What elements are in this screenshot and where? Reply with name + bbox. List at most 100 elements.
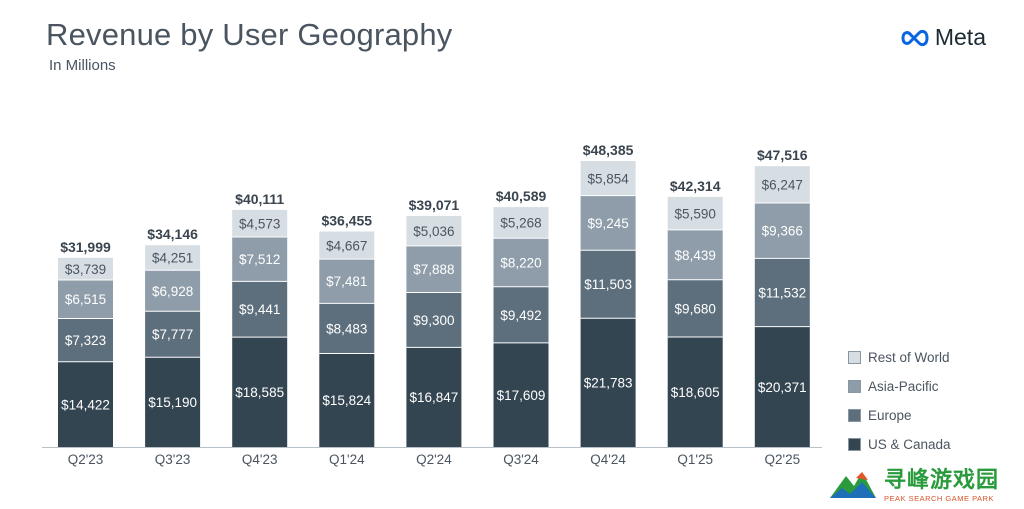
- bar-segment-europe: [406, 292, 462, 348]
- bar-segment-europe: [580, 250, 636, 319]
- legend-label: US & Canada: [868, 437, 951, 452]
- bar-segment-asia-pacific: [58, 279, 113, 319]
- bar-segment-us-canada: [232, 337, 288, 447]
- meta-logo-text: Meta: [934, 24, 986, 50]
- bar-segment-rest-of-world: [319, 231, 375, 260]
- bar-value-label: $4,251: [152, 251, 193, 266]
- bar-segment-rest-of-world: [754, 166, 810, 204]
- bar-value-label: $7,888: [413, 262, 454, 277]
- bar-value-label: $4,573: [239, 216, 280, 231]
- bar-segment-rest-of-world: [667, 196, 723, 230]
- bar-value-label: $8,220: [500, 256, 541, 271]
- x-tick-label: Q4'23: [242, 452, 278, 467]
- bar-value-label: $9,245: [587, 216, 628, 231]
- bar-value-label: $8,439: [675, 248, 716, 263]
- bar-value-label: $3,739: [65, 262, 106, 277]
- bar-value-label: $7,481: [326, 274, 367, 289]
- bar-value-label: $6,515: [65, 292, 106, 307]
- bar-segment-us-canada: [58, 361, 113, 447]
- bar-value-label: $14,422: [61, 397, 110, 412]
- bar-value-label: $4,667: [326, 238, 367, 253]
- bar-value-label: $21,783: [584, 376, 633, 391]
- legend-swatch: [848, 380, 861, 393]
- bar-value-label: $20,371: [758, 380, 807, 395]
- bar-value-label: $7,512: [239, 252, 280, 267]
- bar-total-label: $40,111: [235, 191, 284, 207]
- chart-title: Revenue by User Geography: [46, 17, 453, 52]
- mountain-logo-icon: [830, 471, 876, 498]
- legend-swatch: [848, 438, 861, 451]
- bar-segment-europe: [232, 281, 288, 338]
- bar-segment-us-canada: [319, 353, 375, 447]
- bar-segment-rest-of-world: [406, 216, 462, 246]
- legend-item-us-canada: US & Canada: [848, 430, 951, 459]
- x-tick-label: Q2'23: [68, 452, 104, 467]
- bar-segment-us-canada: [406, 347, 462, 447]
- bar-value-label: $16,847: [409, 390, 458, 405]
- bar-segment-asia-pacific: [145, 270, 201, 312]
- bar-value-label: $8,483: [326, 321, 367, 336]
- bar-segment-rest-of-world: [145, 245, 201, 271]
- chart-legend: Rest of World Asia-Pacific Europe US & C…: [848, 343, 951, 459]
- bar-segment-europe: [145, 311, 201, 358]
- bar-value-label: $9,300: [413, 313, 454, 328]
- bar-total-label: $40,589: [496, 188, 547, 204]
- bar-total-label: $47,516: [757, 147, 808, 163]
- bar-segment-asia-pacific: [667, 229, 723, 280]
- x-tick-label: Q3'23: [155, 452, 191, 467]
- bar-segment-europe: [493, 286, 549, 343]
- bar-value-label: $6,247: [762, 178, 803, 193]
- bar-value-label: $15,824: [322, 393, 371, 408]
- bar-value-label: $9,492: [500, 308, 541, 323]
- watermark: 寻峰游戏园 PEAK SEARCH GAME PARK: [828, 462, 999, 503]
- legend-label: Rest of World: [868, 350, 950, 365]
- bar-value-label: $5,036: [413, 224, 454, 239]
- bar-value-label: $15,190: [148, 395, 197, 410]
- x-tick-label: Q4'24: [590, 452, 626, 467]
- legend-label: Europe: [868, 408, 912, 423]
- bar-segment-rest-of-world: [580, 161, 636, 196]
- bar-value-label: $17,609: [497, 388, 546, 403]
- x-tick-label: Q3'24: [503, 452, 539, 467]
- bar-total-label: $48,385: [583, 142, 634, 158]
- bar-value-label: $7,323: [65, 333, 106, 348]
- watermark-text: 寻峰游戏园: [884, 467, 1000, 492]
- legend-label: Asia-Pacific: [868, 379, 939, 394]
- bar-value-label: $5,590: [675, 206, 716, 221]
- bar-segment-rest-of-world: [58, 257, 113, 280]
- bar-total-label: $39,071: [409, 197, 460, 213]
- bar-value-label: $7,777: [152, 327, 193, 342]
- bar-segment-us-canada: [667, 337, 723, 447]
- bar-value-label: $11,503: [584, 277, 632, 292]
- bar-value-label: $18,585: [235, 385, 284, 400]
- bar-value-label: $9,366: [762, 224, 803, 239]
- x-tick-label: Q2'25: [764, 452, 800, 467]
- bar-value-label: $5,268: [500, 216, 541, 231]
- legend-swatch: [848, 351, 861, 364]
- bar-segment-rest-of-world: [232, 209, 288, 237]
- bar-value-label: $6,928: [152, 284, 193, 299]
- bar-value-label: $9,680: [675, 301, 716, 316]
- watermark-subtext: PEAK SEARCH GAME PARK: [884, 494, 994, 503]
- bar-value-label: $11,532: [758, 286, 806, 301]
- bar-segment-europe: [754, 258, 810, 327]
- bar-total-label: $42,314: [670, 178, 721, 194]
- meta-infinity-icon: [901, 29, 929, 46]
- bar-segment-europe: [667, 279, 723, 338]
- x-tick-label: Q1'25: [677, 452, 713, 467]
- bar-segment-us-canada: [145, 357, 201, 447]
- x-tick-label: Q2'24: [416, 452, 452, 467]
- legend-item-europe: Europe: [848, 401, 951, 430]
- bar-total-label: $31,999: [60, 239, 111, 255]
- bar-value-label: $9,441: [239, 302, 280, 317]
- legend-item-rest-of-world: Rest of World: [848, 343, 951, 372]
- bar-segment-asia-pacific: [319, 259, 375, 304]
- x-tick-label: Q1'24: [329, 452, 365, 467]
- bar-segment-asia-pacific: [580, 195, 636, 251]
- bar-segment-asia-pacific: [406, 245, 462, 293]
- bar-segment-europe: [319, 303, 375, 354]
- meta-logo: Meta: [899, 24, 986, 51]
- bar-value-label: $5,854: [587, 171, 629, 186]
- bar-segment-us-canada: [580, 318, 636, 447]
- legend-swatch: [848, 409, 861, 422]
